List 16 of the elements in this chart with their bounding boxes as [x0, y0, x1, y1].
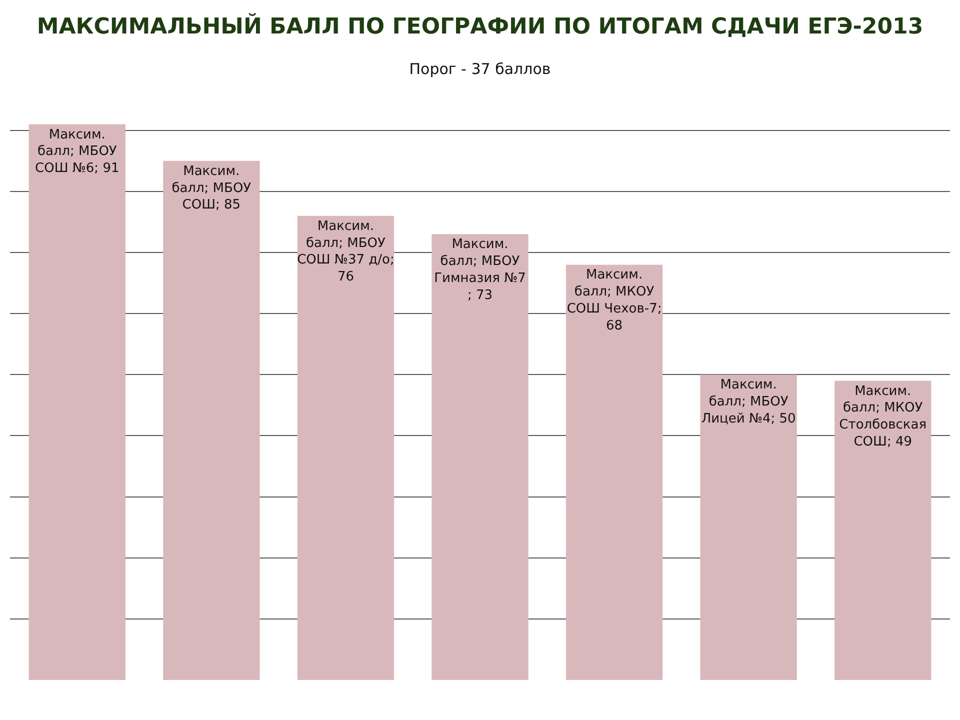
- chart-title: МАКСИМАЛЬНЫЙ БАЛЛ ПО ГЕОГРАФИИ ПО ИТОГАМ СДАЧИ ЕГЭ-2013: [36, 12, 924, 40]
- bar: [700, 374, 797, 680]
- chart-subtitle: Порог - 37 баллов: [409, 60, 551, 78]
- bar: [297, 216, 394, 680]
- data-label: Максим. балл; МБОУ Гимназия №7 ; 73: [434, 237, 526, 303]
- data-label: Максим. балл; МБОУ СОШ №37 д/о; 76: [297, 218, 394, 285]
- bar: [163, 160, 260, 680]
- data-label: Максим. балл; МБОУ Лицей №4; 50: [701, 378, 796, 426]
- data-label: Максим. балл; МБОУ СОШ №6; 91: [35, 127, 120, 176]
- data-label: Максим. балл; МКОУ СОШ Чехов-7; 68: [566, 268, 662, 334]
- bar: [566, 264, 663, 680]
- bar: [834, 380, 932, 680]
- data-label: Максим. балл; МБОУ СОШ; 85: [172, 164, 252, 213]
- bar: [432, 234, 528, 680]
- data-label: Максим. балл; МКОУ Столбовская СОШ; 49: [839, 384, 927, 450]
- bar: [28, 124, 126, 680]
